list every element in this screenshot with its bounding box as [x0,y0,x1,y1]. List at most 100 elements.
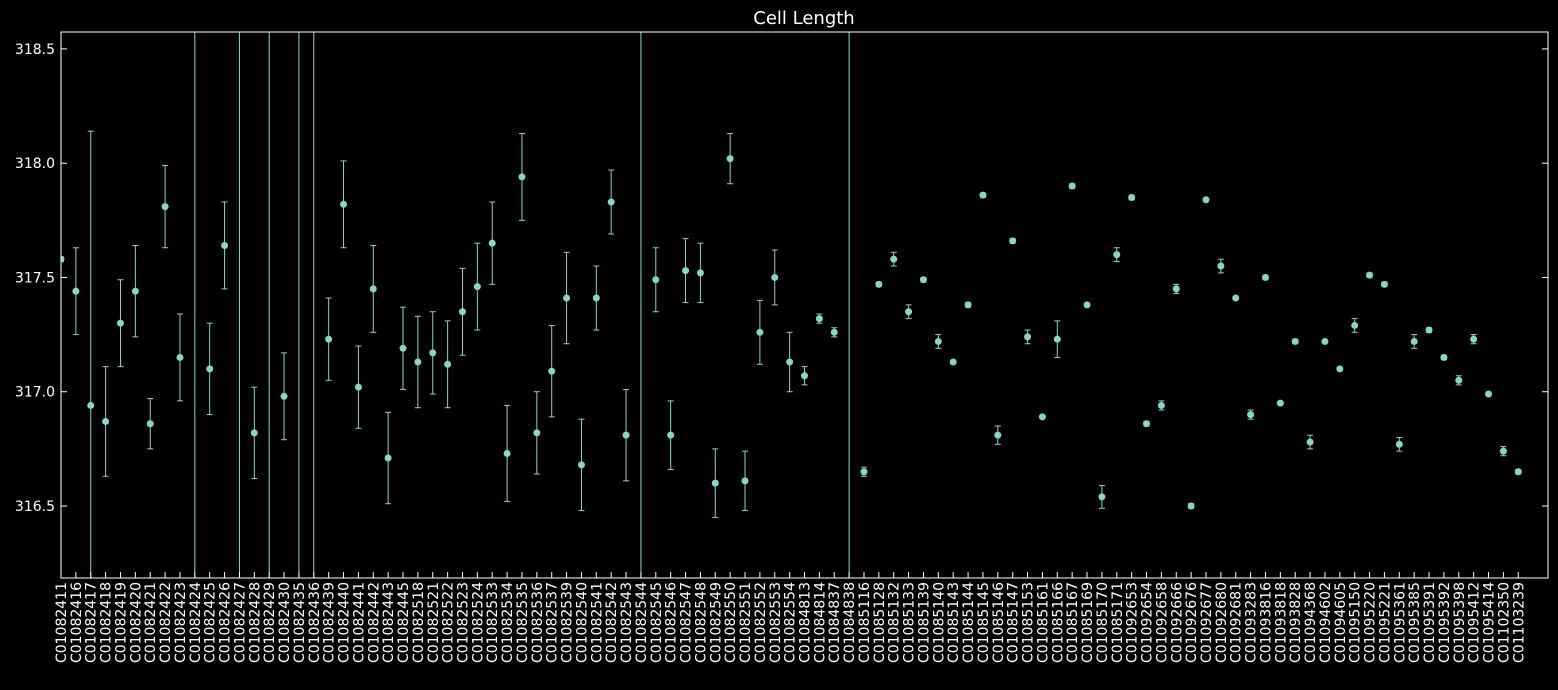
data-point [116,319,124,327]
x-tick-label: C01082552 [753,582,769,663]
data-point [1143,420,1151,428]
data-point [711,479,719,487]
x-tick-label: C01082445 [396,582,412,663]
x-tick-label: C01095412 [1467,582,1483,663]
x-tick-label: C01082443 [381,582,397,663]
data-point [1202,196,1210,204]
x-tick-label: C01082419 [113,582,129,663]
x-tick-label: C01082554 [783,582,799,663]
data-point [994,431,1002,439]
x-tick-label: C01093818 [1273,582,1289,663]
data-point [1425,326,1433,334]
x-tick-label: C01092654 [1140,582,1156,663]
data-point [250,429,258,437]
x-tick-label: C01095398 [1452,582,1468,663]
data-point [1232,294,1240,302]
data-point [1276,399,1284,407]
data-point [102,417,110,425]
data-point [354,383,362,391]
data-point [1247,411,1255,419]
data-point [592,294,600,302]
x-tick-label: C01102350 [1496,582,1512,663]
x-tick-label: C01085116 [857,582,873,663]
x-tick-label: C01095414 [1482,582,1498,663]
data-point [1068,182,1076,190]
data-point [1083,301,1091,309]
data-point [1157,401,1165,409]
data-point [399,344,407,352]
data-point [1485,390,1493,398]
x-tick-label: C01085144 [961,582,977,663]
data-point [1410,337,1418,345]
x-tick-label: C01085128 [872,582,888,663]
data-point [622,431,630,439]
x-tick-label: C01082435 [292,582,308,663]
x-tick-label: C01082518 [411,582,427,663]
data-point [786,358,794,366]
x-tick-label: C01085147 [1006,582,1022,663]
data-point [1172,285,1180,293]
x-tick-label: C01082550 [723,582,739,663]
data-point [429,349,437,357]
x-tick-label: C01092653 [1125,582,1141,663]
data-point [161,203,169,211]
x-tick-label: C01082440 [337,582,353,663]
y-tick-label: 317.5 [15,270,55,286]
x-tick-label: C01082535 [515,582,531,663]
x-tick-label: C01093283 [1244,582,1260,663]
data-point [1395,440,1403,448]
x-tick-label: C01082523 [455,582,471,663]
axes-frame [60,31,1549,579]
x-tick-label: C01082542 [604,582,620,663]
x-tick-label: C01082545 [649,582,665,663]
data-point [1499,447,1507,455]
data-point [72,287,80,295]
data-point [771,273,779,281]
data-point [1128,193,1136,201]
data-point [1053,335,1061,343]
data-point [1217,262,1225,270]
x-tick-label: C01082428 [247,582,263,663]
x-tick-label: C01082417 [84,582,100,663]
x-tick-label: C01082524 [470,582,486,663]
data-point [87,401,95,409]
data-point [1366,271,1374,279]
x-tick-label: C01085153 [1021,582,1037,663]
x-tick-label: C01095361 [1392,582,1408,663]
data-point [1351,321,1359,329]
data-point [682,267,690,275]
y-tick-label: 317.0 [15,385,55,401]
x-tick-label: C01082541 [589,582,605,663]
x-tick-label: C01082534 [500,582,516,663]
x-tick-label: C01095220 [1363,582,1379,663]
data-point [607,198,615,206]
x-tick-label: C01094368 [1303,582,1319,663]
x-tick-label: C01082537 [545,582,561,663]
chart-title: Cell Length [753,8,854,29]
x-tick-label: C01082521 [426,582,442,663]
data-point [1470,335,1478,343]
data-point [444,360,452,368]
data-point [176,353,184,361]
x-tick-label: C01085132 [887,582,903,663]
x-tick-label: C01082533 [485,582,501,663]
x-tick-label: C01082423 [173,582,189,663]
x-tick-label: C01082430 [277,582,293,663]
data-point [503,449,511,457]
data-point [518,173,526,181]
data-point [815,315,823,323]
x-tick-label: C01082420 [128,582,144,663]
x-tick-label: C01095150 [1348,582,1364,663]
x-tick-label: C01084837 [827,582,843,663]
x-tick-label: C01093828 [1288,582,1304,663]
data-point [414,358,422,366]
x-tick-label: C01082429 [262,582,278,663]
data-point [934,337,942,345]
data-point [340,200,348,208]
x-tick-label: C01092681 [1229,582,1245,663]
data-point [1024,333,1032,341]
x-tick-label: C01082553 [768,582,784,663]
data-point [652,276,660,284]
